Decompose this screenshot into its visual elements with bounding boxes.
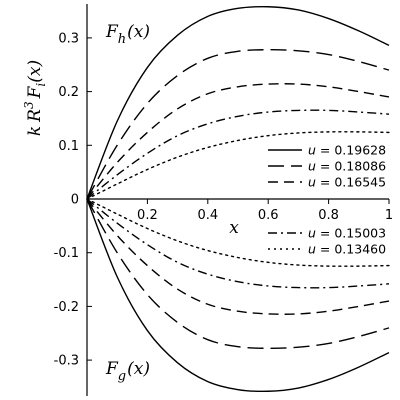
legend-entry-2: u = 0.16545: [308, 175, 386, 190]
y-tick-label: -0.3: [54, 354, 79, 369]
series-3-h-line: [86, 109, 390, 200]
legend-entry-4: u = 0.13460: [308, 242, 386, 257]
axes: [86, 4, 390, 396]
x-tick-label: 0.4: [197, 208, 218, 223]
tick-labels: 0.2 0.4 0.6 0.8 1 0.3 0.2 0.1 0 -0.1 -0.2 -0.3: [54, 31, 394, 368]
series-4-g-line: [86, 198, 390, 267]
y-tick-label: -0.2: [54, 300, 79, 315]
series-2-h-line: [86, 83, 390, 200]
y-tick-label: 0: [71, 193, 79, 208]
x-tick-label: 0.8: [318, 208, 339, 223]
legend-entry-3: u = 0.15003: [308, 226, 386, 241]
series-3-g-line: [86, 198, 390, 289]
series-2-g-line: [86, 198, 390, 315]
y-tick-label: 0.1: [58, 139, 79, 154]
curve-label-g: Fg(x): [105, 359, 150, 384]
series-1-g-line: [86, 198, 390, 350]
series-0-g-line: [86, 198, 390, 393]
y-tick-label: 0.2: [58, 85, 79, 100]
y-axis-title: kR3Fi(x): [22, 60, 48, 136]
series-1-h-line: [86, 48, 390, 200]
x-tick-label: 0.2: [137, 208, 158, 223]
legend-entry-0: u = 0.19628: [308, 143, 386, 158]
curve-label-h: Fh(x): [105, 22, 150, 47]
legend-entry-1: u = 0.18086: [308, 159, 386, 174]
y-tick-label: -0.1: [54, 246, 79, 261]
curves: [86, 5, 390, 393]
y-tick-label: 0.3: [58, 31, 79, 46]
x-tick-label: 1: [385, 208, 393, 223]
series-0-h-line: [86, 5, 390, 200]
series-4-h-line: [86, 131, 390, 200]
x-axis-title: x: [229, 218, 239, 238]
x-tick-label: 0.6: [258, 208, 279, 223]
